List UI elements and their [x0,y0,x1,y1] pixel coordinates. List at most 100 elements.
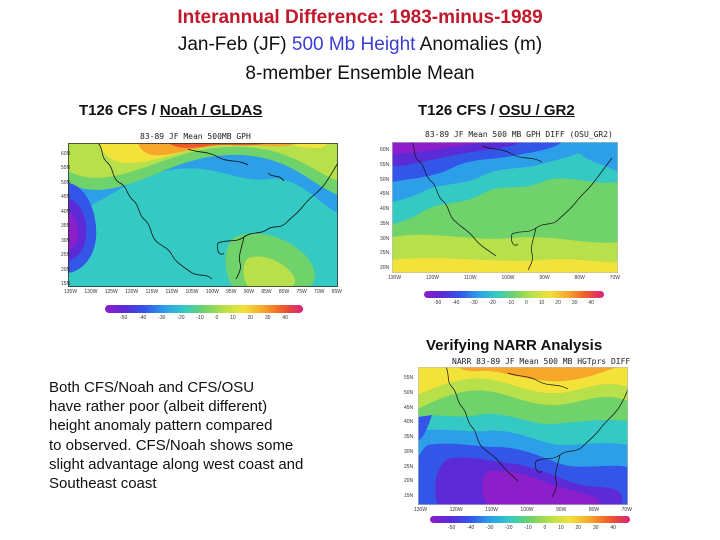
panel-title-noah-underlined: Noah / GLDAS [159,102,263,119]
y-tick: 50N [380,176,390,183]
colorbar-tick: 30 [571,300,578,306]
colorbar-tick: -30 [486,525,494,531]
title-line-2-post: Anomalies (m) [415,34,543,55]
x-tick: 65W [331,289,342,295]
y-tick: 20N [404,478,414,485]
x-tick: 75W [296,289,307,295]
x-tick: 130W [388,275,402,281]
title-line-2: Jan-Feb (JF) 500 Mb Height Anomalies (m) [0,33,720,57]
x-tick: 135W [64,289,78,295]
y-tick: 35N [404,434,414,440]
x-axis-narr: 130W 120W 110W 100W 90W 80W 70W [414,507,632,513]
y-tick: 55N [61,165,71,172]
y-tick: 55N [404,375,414,381]
colorbar-osu [424,291,604,298]
y-tick: 40N [404,419,414,426]
contour-map-narr [418,367,628,505]
panel-title-noah-pre: T126 CFS / [79,102,160,119]
panel-title-osu-underlined: OSU / GR2 [498,102,575,119]
colorbar-tick: -10 [506,300,515,306]
x-tick: 105W [185,289,199,295]
x-axis-noah: 135W 130W 125W 120W 115W 110W 105W 100W … [64,289,342,295]
colorbar-tick: 30 [592,525,599,531]
y-tick: 50N [61,179,71,186]
y-tick: 30N [404,448,414,455]
y-tick: 25N [380,250,390,257]
colorbar-tick: 0 [215,315,219,321]
y-tick: 25N [404,463,414,470]
map-title-osu: 83-89 JF Mean 500 MB GPH DIFF (OSU_GR2) [425,130,613,139]
panel-title-noah: T126 CFS / Noah / GLDAS [79,102,262,119]
colorbar-tick: -50 [120,315,128,321]
colorbar-tick: 20 [247,315,254,321]
colorbar-tick: 10 [230,315,236,321]
y-tick: 35N [61,223,71,230]
title-line-2-highlight: 500 Mb Height [291,34,416,55]
colorbar-tick: -20 [177,315,185,321]
y-tick: 60N [380,147,390,153]
map-title-narr: NARR 83-89 JF Mean 500 MB HGTprs DIFF [452,357,631,366]
x-tick: 120W [449,507,463,513]
summary-line: have rather poor (albeit different) [49,398,268,416]
title-line-3: 8-member Ensemble Mean [245,63,475,84]
x-tick: 90W [539,275,550,281]
x-tick: 90W [556,507,567,513]
colorbar-tick: 10 [538,300,545,306]
x-axis-osu: 130W 120W 110W 100W 90W 80W 70W [388,275,620,281]
colorbar-tick: 40 [588,300,594,306]
y-tick: 25N [61,252,71,259]
map-title-noah: 83-89 JF Mean 500MB GPH [140,132,251,141]
colorbar-tick: -30 [158,315,166,321]
colorbar-tick: -20 [505,525,513,531]
summary-line: Both CFS/Noah and CFS/OSU [49,379,255,396]
panel-title-osu: T126 CFS / OSU / GR2 [418,102,575,119]
y-tick: 45N [61,194,71,201]
colorbar-ticks-noah: -50 -40 -30 -20 -10 0 10 20 30 40 [120,315,288,321]
x-tick: 70W [621,507,632,513]
colorbar-narr [430,516,630,523]
x-tick: 100W [520,507,534,513]
y-tick: 15N [404,493,414,499]
summary-line: slight advantage along west coast and [49,455,304,473]
x-tick: 80W [588,507,600,513]
x-tick: 95W [226,289,237,295]
y-axis-noah: 60N 55N 50N 45N 40N 35N 30N 25N 20N 15N [61,151,70,287]
panel-title-narr: Verifying NARR Analysis [426,337,603,354]
panel-title-osu-pre: T126 CFS / [418,102,499,119]
summary-line: height anomaly pattern compared [49,417,273,435]
summary-text: Both CFS/Noah and CFS/OSU have rather po… [49,378,369,493]
x-tick: 130W [84,289,98,295]
x-tick: 120W [125,289,139,295]
colorbar-tick: -40 [452,300,460,306]
colorbar-tick: 0 [543,525,547,531]
x-tick: 110W [463,275,477,281]
y-tick: 40N [61,208,71,215]
colorbar-ticks-narr: -50 -40 -30 -20 -10 0 10 20 30 40 [448,525,616,531]
x-tick: 70W [609,275,620,281]
y-tick: 30N [380,235,390,242]
colorbar-tick: -40 [139,315,147,321]
y-tick: 60N [61,151,71,157]
colorbar-tick: 20 [555,300,561,306]
colorbar-tick: -50 [434,300,442,306]
y-tick: 20N [380,265,390,271]
y-axis-osu: 60N 55N 50N 45N 40N 35N 30N 25N 20N [380,147,389,271]
y-tick: 15N [61,280,71,287]
colorbar-tick: -40 [467,525,475,531]
colorbar-tick: -30 [470,300,478,306]
colorbar-tick: -20 [488,300,496,306]
x-tick: 100W [501,275,515,281]
colorbar-tick: -10 [196,315,204,321]
y-tick: 55N [380,161,390,168]
summary-line: to observed. CFS/Noah shows some [49,436,294,454]
y-tick: 35N [380,220,390,227]
title-line-2-pre: Jan-Feb (JF) [177,34,292,55]
x-tick: 80W [278,289,290,295]
colorbar-tick: 40 [282,315,288,321]
y-tick: 50N [404,389,414,396]
contour-map-osu [392,142,618,273]
y-tick: 20N [61,266,71,273]
x-tick: 110W [485,507,498,513]
colorbar-tick: 20 [575,525,582,531]
x-tick: 115W [145,289,159,295]
